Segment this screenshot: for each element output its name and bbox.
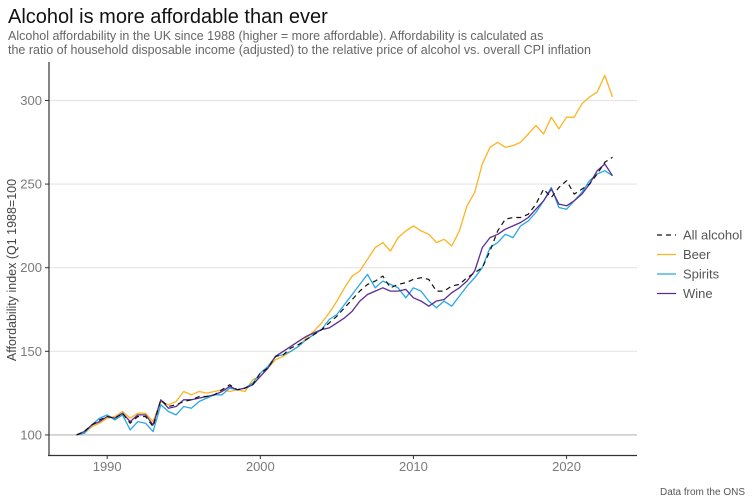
series-line-spirits xyxy=(76,170,613,436)
legend-item-all-alcohol: All alcohol xyxy=(657,228,742,243)
x-tick-label: 2000 xyxy=(246,459,275,474)
caption: Data from the ONS xyxy=(660,487,745,498)
x-tick-label: 2010 xyxy=(399,459,428,474)
series-line-wine xyxy=(76,163,614,436)
legend-item-beer: Beer xyxy=(657,247,711,262)
legend-label: Wine xyxy=(683,286,713,301)
y-tick-label: 100 xyxy=(20,427,42,442)
series-lines xyxy=(76,74,614,436)
legend-item-wine: Wine xyxy=(657,286,713,301)
legend: All alcohol Beer Spirits Wine xyxy=(657,228,742,301)
y-tick-label: 200 xyxy=(20,260,42,275)
series-line-all-alcohol xyxy=(76,156,613,436)
y-tick-label: 250 xyxy=(20,177,42,192)
x-tick-label: 1990 xyxy=(93,459,122,474)
chart-subtitle-line-1: Alcohol affordability in the UK since 19… xyxy=(8,29,543,43)
chart-title: Alcohol is more affordable than ever xyxy=(8,6,328,28)
y-tick-label: 300 xyxy=(20,93,42,108)
series-line-beer xyxy=(76,74,614,436)
legend-label: All alcohol xyxy=(683,228,742,243)
y-axis-title: Affordability index (Q1 1988=100 xyxy=(5,179,19,361)
y-tick-label: 150 xyxy=(20,344,42,359)
axis-ticks: 100 150 200 250 300 1990 2000 2010 2020 xyxy=(20,93,581,474)
x-tick-label: 2020 xyxy=(552,459,581,474)
legend-label: Beer xyxy=(683,247,711,262)
legend-label: Spirits xyxy=(683,267,720,282)
chart-subtitle-line-2: the ratio of household disposable income… xyxy=(8,43,591,57)
legend-item-spirits: Spirits xyxy=(657,267,720,282)
gridlines xyxy=(49,99,637,436)
